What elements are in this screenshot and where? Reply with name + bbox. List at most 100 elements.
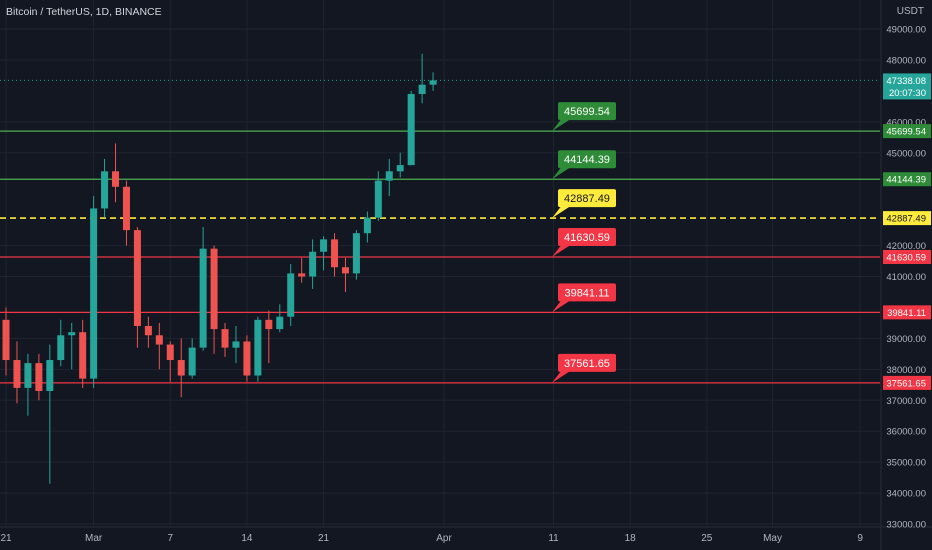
candle[interactable]: [177, 338, 185, 398]
candle[interactable]: [407, 90, 415, 166]
candle-body: [287, 273, 295, 317]
candle-body: [79, 332, 87, 379]
level-callout-box[interactable]: [558, 227, 616, 246]
candle[interactable]: [133, 227, 141, 348]
candle[interactable]: [144, 316, 152, 348]
candle[interactable]: [79, 319, 87, 388]
level-line-group[interactable]: 44144.39: [0, 150, 880, 180]
candle[interactable]: [166, 341, 174, 382]
candle[interactable]: [396, 152, 404, 178]
candle-body: [298, 273, 306, 277]
candle-body: [166, 344, 174, 361]
level-line-group[interactable]: 41630.59: [0, 227, 880, 258]
y-tick-label: 45000.00: [886, 148, 926, 159]
level-callout-box[interactable]: [558, 353, 616, 372]
candle[interactable]: [352, 230, 360, 280]
candle[interactable]: [35, 353, 43, 401]
candle[interactable]: [24, 353, 32, 416]
candle[interactable]: [101, 158, 109, 218]
candle[interactable]: [254, 316, 262, 382]
level-callout-box[interactable]: [558, 189, 616, 208]
candle[interactable]: [309, 239, 317, 289]
candle-body: [374, 180, 382, 218]
candle[interactable]: [276, 304, 284, 333]
candle-body: [101, 171, 109, 209]
candle-body: [429, 80, 437, 85]
candle-body: [309, 251, 317, 277]
level-callout-box[interactable]: [558, 283, 616, 302]
candle[interactable]: [265, 310, 273, 364]
candle[interactable]: [418, 53, 426, 104]
axis-level-tag-label: 39841.11: [887, 308, 926, 319]
level-callout-pointer: [552, 369, 572, 383]
candle[interactable]: [13, 341, 21, 404]
y-tick-label: 38000.00: [886, 365, 926, 376]
y-tick-label: 49000.00: [886, 25, 926, 36]
candle[interactable]: [90, 196, 98, 388]
candle[interactable]: [188, 338, 196, 379]
candle[interactable]: [155, 322, 163, 370]
y-tick-label: 41000.00: [886, 272, 926, 283]
current-price-tag: [883, 73, 931, 100]
candle[interactable]: [374, 171, 382, 221]
candle[interactable]: [199, 227, 207, 351]
level-callout-box[interactable]: [558, 150, 616, 169]
candle-body: [177, 360, 185, 376]
level-callout-pointer: [552, 205, 572, 219]
x-tick-label: Mar: [85, 533, 103, 544]
level-callout-label: 39841.11: [564, 287, 609, 299]
candle[interactable]: [385, 158, 393, 197]
candle-countdown-label: 20:07:30: [889, 88, 926, 99]
y-tick-label: 48000.00: [886, 55, 926, 66]
candle[interactable]: [57, 319, 65, 367]
level-line-group[interactable]: 37561.65: [0, 353, 880, 384]
level-line-group[interactable]: 45699.54: [0, 102, 880, 132]
x-tick-label: May: [763, 533, 782, 544]
candle-body: [57, 335, 65, 361]
candle-body: [341, 267, 349, 274]
candle[interactable]: [68, 322, 76, 370]
candle[interactable]: [363, 211, 371, 243]
axis-level-tag-label: 45699.54: [886, 127, 926, 138]
y-tick-label: 42000.00: [886, 241, 926, 252]
axis-level-tag-label: 41630.59: [886, 252, 926, 263]
candle[interactable]: [122, 180, 130, 246]
level-callout-box[interactable]: [558, 102, 616, 121]
levels-layer[interactable]: 45699.54 44144.39 42887.49 41630.59 39841.11…: [0, 79, 880, 384]
y-tick-label: 33000.00: [886, 520, 926, 531]
currency-label: USDT: [896, 6, 924, 17]
candle-body: [221, 329, 229, 348]
axis-level-tag: [883, 172, 931, 187]
axis-level-tag: [883, 305, 931, 320]
candle-body: [254, 319, 262, 376]
level-callout-pointer: [552, 166, 572, 180]
candle[interactable]: [243, 335, 251, 382]
candle[interactable]: [112, 143, 120, 203]
candle[interactable]: [341, 257, 349, 292]
level-callout-label: 42887.49: [564, 193, 610, 205]
candles-layer[interactable]: [2, 53, 437, 484]
x-tick-label: 7: [167, 533, 173, 544]
axis-level-tag: [883, 211, 931, 226]
candle[interactable]: [46, 344, 54, 484]
candle-body: [320, 239, 328, 252]
candle[interactable]: [429, 72, 437, 91]
candle[interactable]: [2, 307, 10, 376]
level-line-group[interactable]: 42887.49: [0, 189, 880, 219]
candle-body: [232, 341, 240, 348]
candle[interactable]: [287, 264, 295, 326]
candle[interactable]: [320, 236, 328, 271]
x-tick-label: 21: [318, 533, 330, 544]
axis-level-tag: [883, 124, 931, 139]
candle[interactable]: [331, 233, 339, 277]
candle-body: [396, 165, 404, 172]
axis-level-tag: [883, 249, 931, 264]
candle[interactable]: [298, 257, 306, 283]
candle[interactable]: [210, 245, 218, 354]
level-line-group[interactable]: 39841.11: [0, 283, 880, 313]
candle[interactable]: [232, 326, 240, 364]
candle[interactable]: [221, 322, 229, 357]
